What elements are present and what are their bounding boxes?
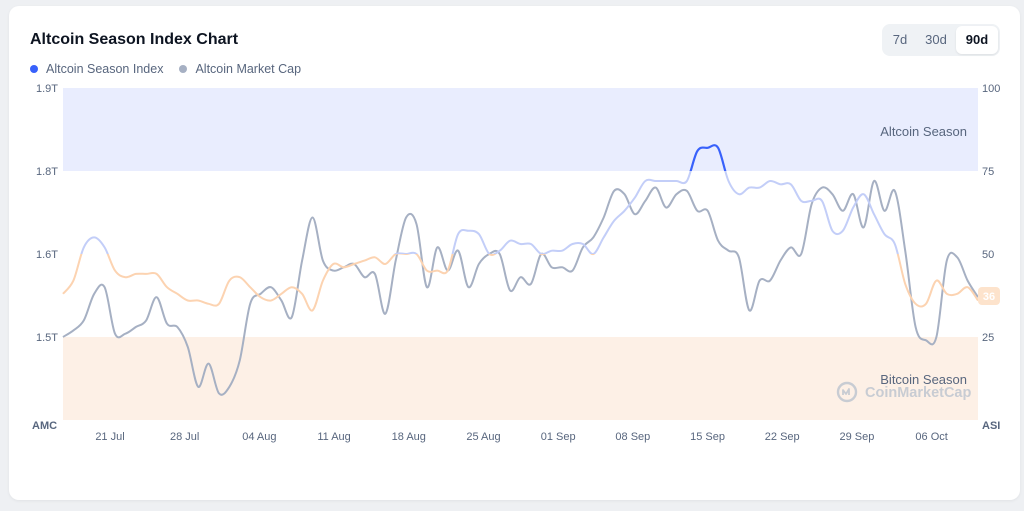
coinmarketcap-logo-icon <box>836 381 858 403</box>
series-line-altcoin-season-index-low <box>62 254 979 312</box>
x-axis-tick: 28 Jul <box>170 431 199 443</box>
left-axis-label: AMC <box>32 420 57 432</box>
range-7d-button[interactable]: 7d <box>892 32 908 47</box>
right-axis-tick: 50 <box>982 249 994 261</box>
chart-title: Altcoin Season Index Chart <box>30 31 239 48</box>
x-axis-tick: 18 Aug <box>392 431 426 443</box>
x-axis-tick: 11 Aug <box>317 431 350 443</box>
right-axis-tick: 75 <box>982 166 994 178</box>
legend-label-asi: Altcoin Season Index <box>46 62 164 76</box>
range-30d-button[interactable]: 30d <box>925 32 947 47</box>
x-axis-tick: 15 Sep <box>690 431 725 443</box>
legend-label-amc: Altcoin Market Cap <box>195 62 302 76</box>
right-axis-tick: 100 <box>982 83 1000 95</box>
legend-item-asi[interactable]: Altcoin Season Index <box>30 62 163 76</box>
altcoin-season-zone <box>63 88 978 171</box>
left-axis-tick: 1.5T <box>36 332 58 344</box>
current-value-badge <box>978 287 1000 305</box>
chart-legend: Altcoin Season Index Altcoin Market Cap <box>30 62 301 76</box>
left-axis-tick: 1.6T <box>36 249 58 261</box>
x-axis-tick: 29 Sep <box>840 431 875 443</box>
range-90d-button[interactable]: 90d <box>956 26 998 54</box>
x-axis-tick: 25 Aug <box>466 431 500 443</box>
watermark-text: CoinMarketCap <box>865 385 971 401</box>
series-line-altcoin-market-cap <box>62 179 979 396</box>
series-line-altcoin-season-index-mid <box>80 171 899 254</box>
x-axis-tick: 08 Sep <box>615 431 650 443</box>
x-axis-tick: 04 Aug <box>242 431 276 443</box>
right-axis-tick: 25 <box>982 332 994 344</box>
x-axis-tick: 06 Oct <box>915 431 947 443</box>
current-value-text: 36 <box>983 291 995 303</box>
right-axis-label: ASI <box>982 420 1000 432</box>
bitcoin-season-zone <box>63 337 978 420</box>
legend-dot-amc <box>179 65 188 73</box>
altcoin-season-label: Altcoin Season <box>880 124 967 139</box>
left-axis-tick: 1.8T <box>36 166 58 178</box>
legend-item-amc[interactable]: Altcoin Market Cap <box>179 62 301 76</box>
bitcoin-season-label: Bitcoin Season <box>880 372 967 387</box>
left-axis-tick: 1.9T <box>36 83 58 95</box>
x-axis-tick: 22 Sep <box>765 431 800 443</box>
range-selector: 7d 30d 90d <box>882 24 1000 56</box>
x-axis-tick: 21 Jul <box>95 431 124 443</box>
x-axis-tick: 01 Sep <box>541 431 576 443</box>
legend-dot-asi <box>30 65 38 73</box>
